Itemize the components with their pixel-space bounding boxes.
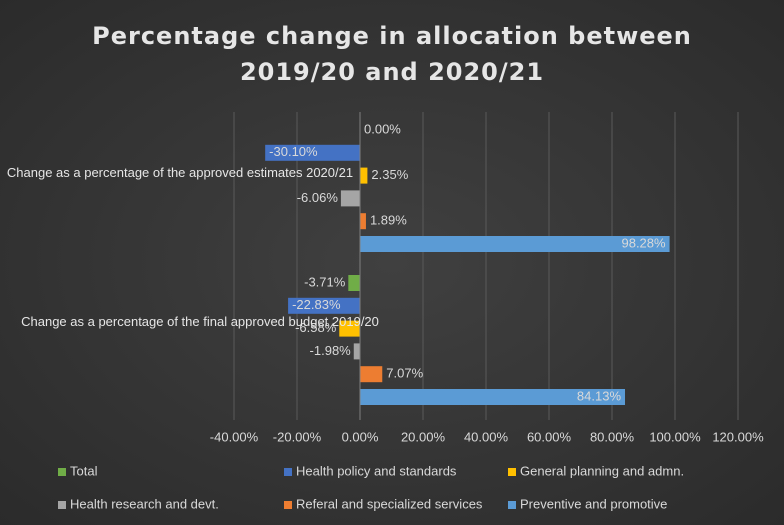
value-label: 7.07% <box>386 366 423 381</box>
legend-swatch <box>58 501 66 509</box>
value-label: 84.13% <box>577 388 622 403</box>
bar <box>360 389 626 405</box>
x-tick-label: 60.00% <box>527 429 572 444</box>
legend-swatch <box>58 468 66 476</box>
x-tick-label: 120.00% <box>712 429 764 444</box>
bar <box>288 297 360 314</box>
legend-label: General planning and admn. <box>520 463 684 478</box>
legend-swatch <box>284 468 292 476</box>
x-tick-label: 0.00% <box>342 429 379 444</box>
bar <box>348 275 360 291</box>
x-tick-label: 40.00% <box>464 429 509 444</box>
x-tick-label: -40.00% <box>210 429 259 444</box>
value-label: -22.83% <box>292 297 341 312</box>
legend-swatch <box>508 468 516 476</box>
value-label: -3.71% <box>304 274 346 289</box>
chart-title: Percentage change in allocation between … <box>92 22 692 86</box>
value-label: 98.28% <box>621 235 666 250</box>
category-label: Change as a percentage of the final appr… <box>21 314 379 329</box>
legend-label: Total <box>70 463 98 478</box>
bar <box>360 167 368 184</box>
legend-label: Health research and devt. <box>70 496 219 511</box>
bar <box>360 236 670 252</box>
value-label: 0.00% <box>364 121 401 136</box>
value-label: -30.10% <box>269 144 318 159</box>
category-label: Change as a percentage of the approved e… <box>6 165 354 180</box>
legend-label: Health policy and standards <box>296 463 457 478</box>
bar <box>265 144 360 161</box>
legend-swatch <box>508 501 516 509</box>
legend-swatch <box>284 501 292 509</box>
bar <box>360 366 383 383</box>
value-label: 1.89% <box>370 213 407 228</box>
legend-label: Preventive and promotive <box>520 496 667 511</box>
x-tick-label: 80.00% <box>590 429 635 444</box>
x-tick-label: 100.00% <box>649 429 701 444</box>
value-label: -1.98% <box>310 343 352 358</box>
value-label: -6.06% <box>297 190 339 205</box>
bar <box>340 190 360 207</box>
value-label: 2.35% <box>371 167 408 182</box>
x-tick-label: -20.00% <box>273 429 322 444</box>
bar <box>339 320 360 337</box>
bar <box>360 213 366 230</box>
legend-label: Referal and specialized services <box>296 496 483 511</box>
x-tick-label: 20.00% <box>401 429 446 444</box>
bar <box>353 343 360 360</box>
value-label: -6.58% <box>295 320 337 335</box>
